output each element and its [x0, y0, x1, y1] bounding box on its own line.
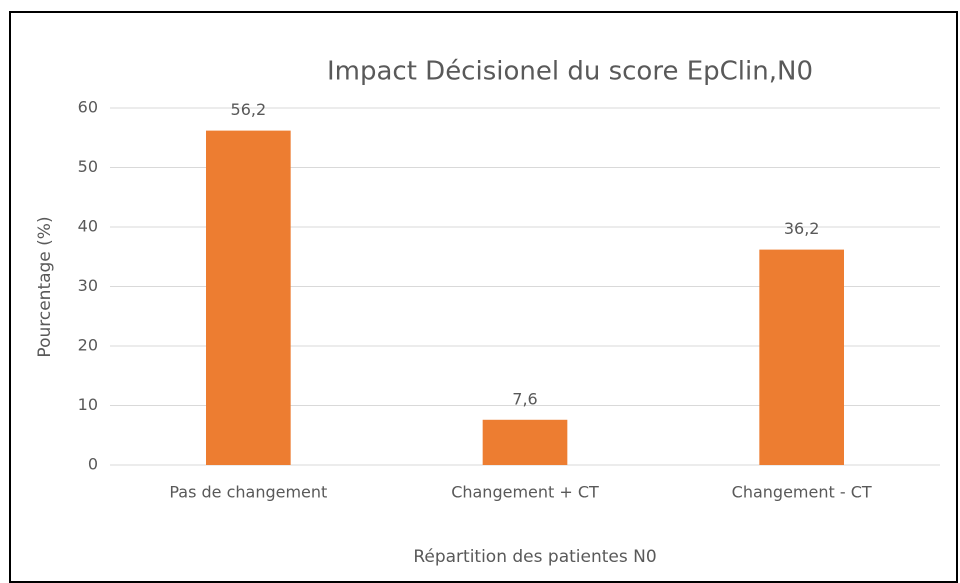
data-label: 7,6 [512, 389, 537, 408]
x-axis-label: Répartition des patientes N0 [413, 547, 656, 567]
y-tick-label: 50 [78, 157, 98, 176]
data-label: 36,2 [784, 219, 820, 238]
y-tick-label: 10 [78, 395, 98, 414]
y-tick-label: 20 [78, 336, 98, 355]
x-tick-label: Changement - CT [732, 483, 872, 502]
x-tick-label: Changement + CT [451, 483, 599, 502]
x-tick-label: Pas de changement [169, 483, 327, 502]
y-tick-label: 60 [78, 98, 98, 117]
y-tick-label: 40 [78, 217, 98, 236]
y-tick-label: 0 [88, 455, 98, 474]
bar [206, 130, 291, 466]
y-tick-label: 30 [78, 276, 98, 295]
bar [759, 249, 844, 465]
chart-title: Impact Décisionel du score EpClin,N0 [327, 57, 813, 87]
bar [482, 419, 568, 465]
y-axis-label: Pourcentage (%) [35, 216, 55, 357]
data-label: 56,2 [231, 100, 267, 119]
